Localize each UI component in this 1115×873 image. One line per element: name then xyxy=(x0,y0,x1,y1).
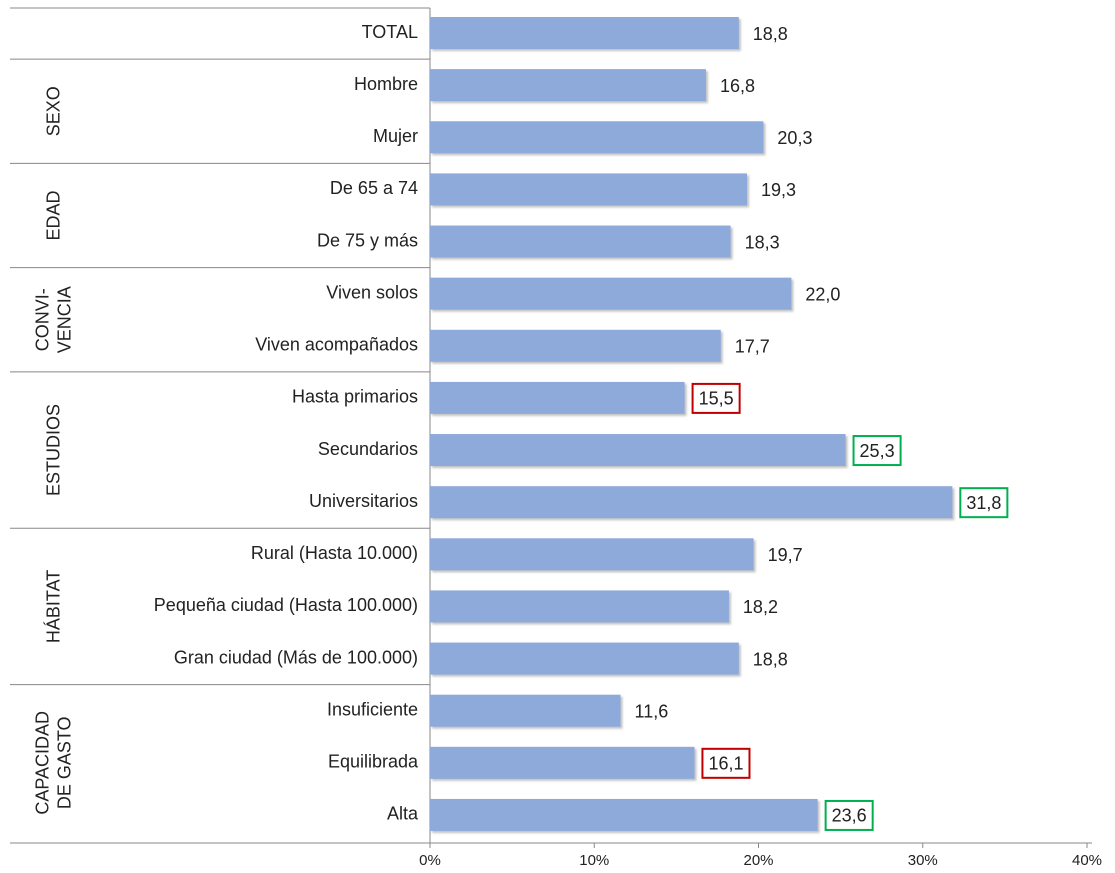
category-label: Viven solos xyxy=(326,282,418,302)
bar xyxy=(430,121,764,154)
value-label: 18,8 xyxy=(753,24,788,44)
value-label: 16,8 xyxy=(720,76,755,96)
group-label: CONVI- xyxy=(33,288,53,351)
category-label: Pequeña ciudad (Hasta 100.000) xyxy=(154,595,418,615)
category-label: De 75 y más xyxy=(317,230,418,250)
value-label-box xyxy=(824,799,874,831)
bar xyxy=(430,17,739,49)
category-label: Secundarios xyxy=(318,439,418,459)
bar xyxy=(430,277,792,310)
category-label: Insuficiente xyxy=(327,699,418,719)
value-label: 31,8 xyxy=(966,493,1001,513)
value-label-box xyxy=(852,435,902,467)
value-label: 16,1 xyxy=(708,754,743,774)
group-label: SEXO xyxy=(44,86,64,136)
group-label: VENCIA xyxy=(55,286,75,353)
bar xyxy=(430,486,953,519)
value-label: 15,5 xyxy=(699,389,734,409)
category-label: Equilibrada xyxy=(328,752,419,772)
category-label: Rural (Hasta 10.000) xyxy=(251,543,418,563)
value-label: 17,7 xyxy=(735,337,770,357)
group-label: CAPACIDAD xyxy=(33,711,53,815)
group-label: HÁBITAT xyxy=(44,570,64,643)
x-tick-label: 0% xyxy=(419,852,441,869)
bar xyxy=(430,590,729,623)
value-label-box xyxy=(701,747,751,779)
bar xyxy=(430,538,754,571)
category-label: Hasta primarios xyxy=(292,387,418,407)
bar xyxy=(430,434,846,467)
category-label: Gran ciudad (Más de 100.000) xyxy=(174,647,418,667)
bar xyxy=(430,329,721,362)
value-label: 19,3 xyxy=(761,180,796,200)
value-label: 19,7 xyxy=(768,545,803,565)
value-label-box xyxy=(691,382,741,414)
value-label: 18,8 xyxy=(753,649,788,669)
x-tick-label: 40% xyxy=(1072,852,1102,869)
category-label: Mujer xyxy=(373,126,418,146)
category-label: De 65 a 74 xyxy=(330,178,418,198)
x-tick-label: 10% xyxy=(579,852,609,869)
bar xyxy=(430,381,685,414)
value-label: 11,6 xyxy=(635,701,669,721)
bar xyxy=(430,173,748,206)
bar xyxy=(430,225,731,258)
bar xyxy=(430,694,621,727)
x-tick-label: 30% xyxy=(908,852,938,869)
group-label: ESTUDIOS xyxy=(44,404,64,496)
value-label: 20,3 xyxy=(777,128,812,148)
category-label: Alta xyxy=(387,804,419,824)
value-label: 23,6 xyxy=(832,806,867,826)
value-label: 18,3 xyxy=(745,232,780,252)
value-label: 25,3 xyxy=(860,441,895,461)
bar xyxy=(430,798,818,831)
category-label: Universitarios xyxy=(309,491,418,511)
value-label: 18,2 xyxy=(743,597,778,617)
x-tick-label: 20% xyxy=(743,852,773,869)
bar xyxy=(430,69,706,102)
bar xyxy=(430,642,739,675)
value-label: 22,0 xyxy=(805,284,840,304)
category-label: TOTAL xyxy=(362,22,418,42)
group-label: DE GASTO xyxy=(55,716,75,809)
bar xyxy=(430,746,695,779)
category-label: Viven acompañados xyxy=(255,335,418,355)
group-label: EDAD xyxy=(44,190,64,240)
value-label-box xyxy=(959,487,1009,519)
category-label: Hombre xyxy=(354,74,418,94)
